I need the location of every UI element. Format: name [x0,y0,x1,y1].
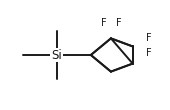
Text: F: F [146,33,151,43]
Text: Si: Si [51,49,62,61]
Text: F: F [101,18,107,28]
Polygon shape [91,38,133,72]
Text: F: F [146,48,151,58]
Text: F: F [116,18,122,28]
